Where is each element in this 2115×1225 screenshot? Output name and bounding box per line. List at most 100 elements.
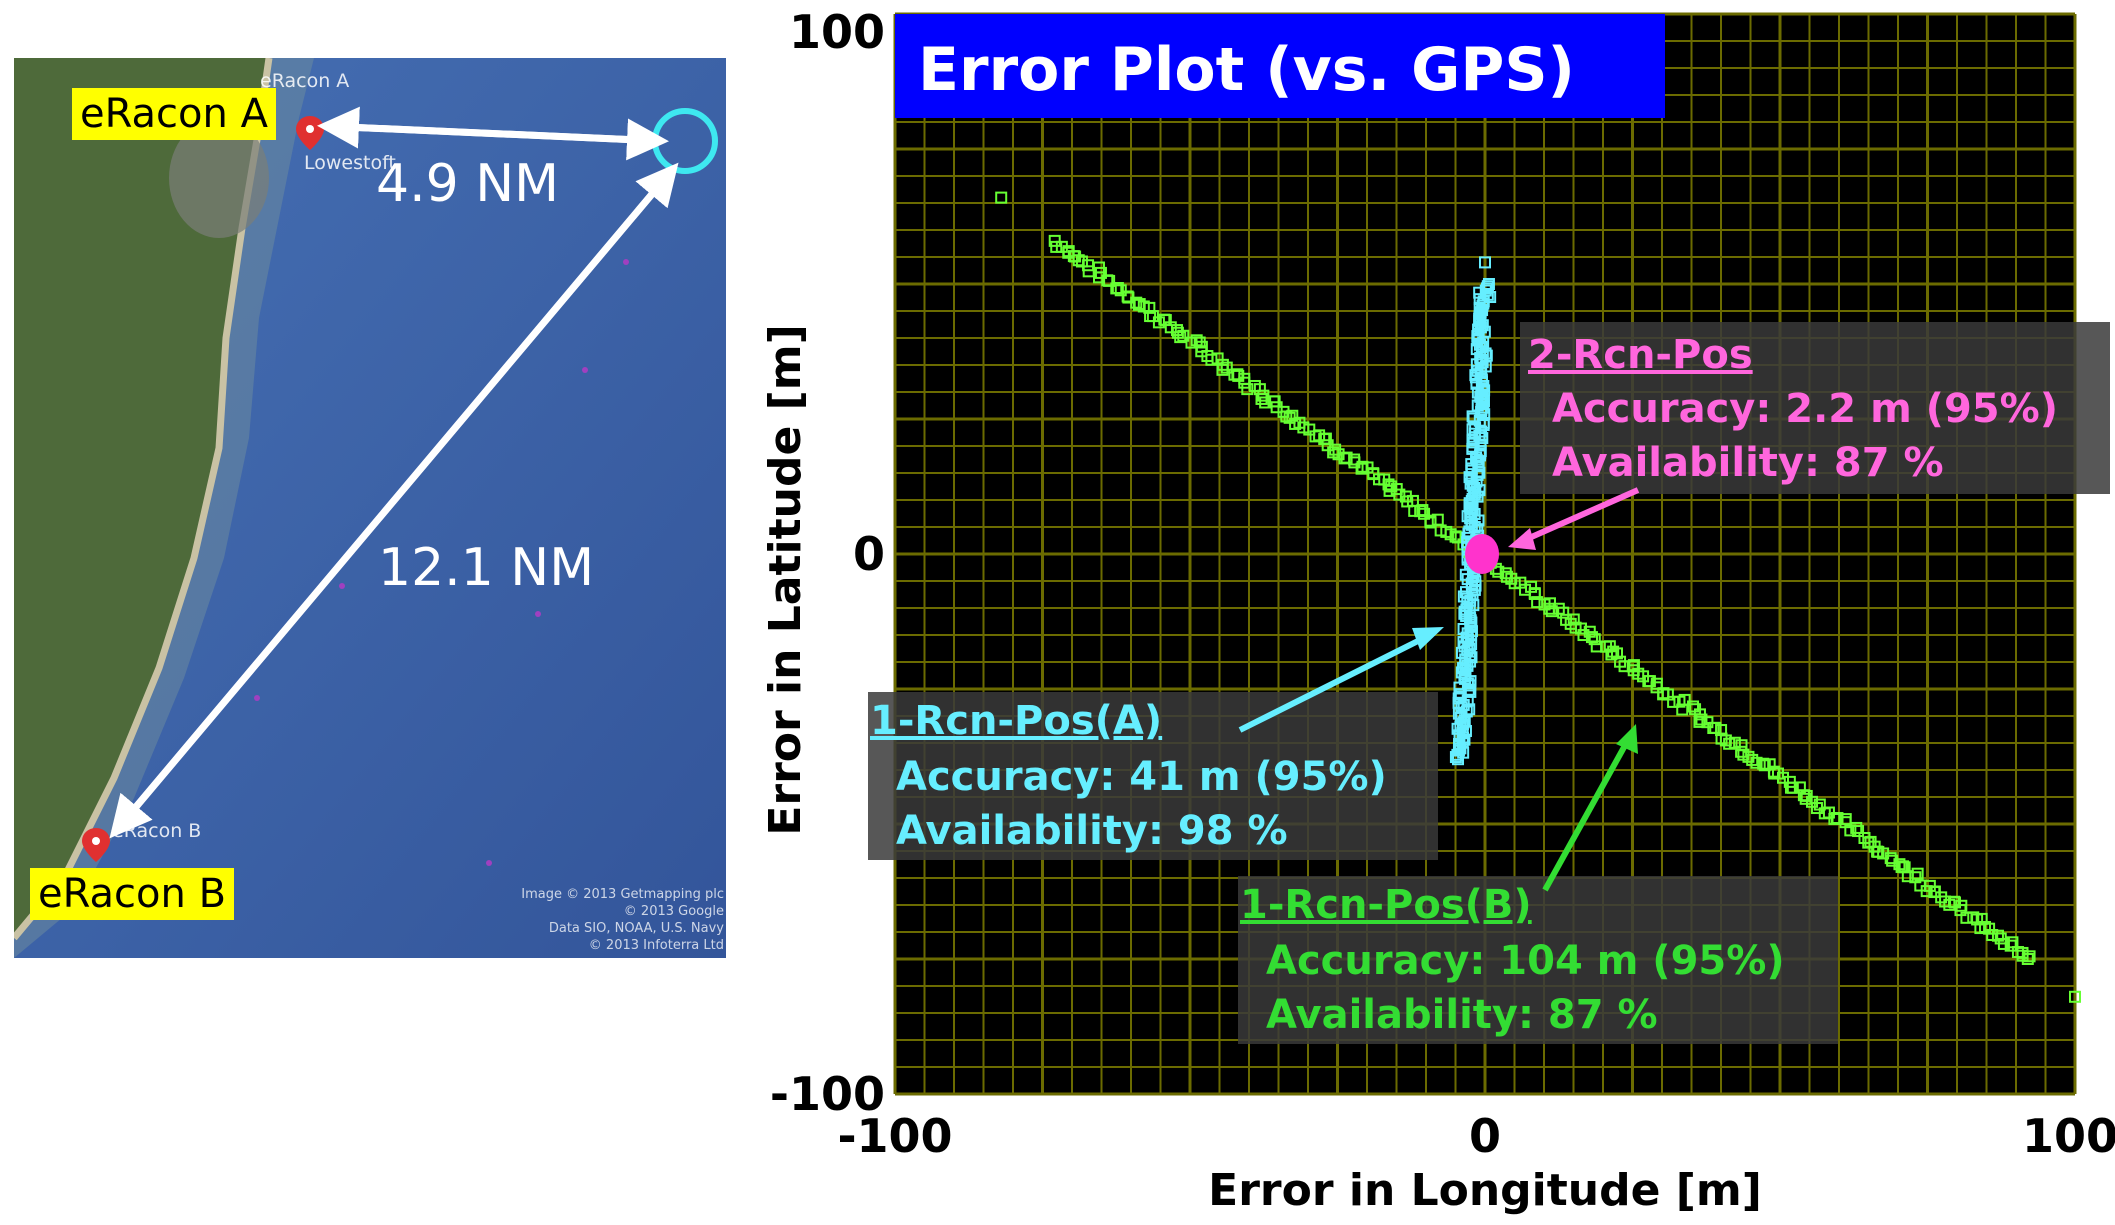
annotation-1rcnB-accuracy: Accuracy: 104 m (95%) [1266, 938, 1785, 984]
series-b-point [1146, 310, 1159, 323]
series-a-point [1449, 751, 1462, 764]
x-tick-label: -100 [837, 1109, 952, 1163]
marker-b-label: eRacon B [30, 868, 235, 920]
series-a-point [1479, 256, 1491, 269]
marker-a-town-caption: eRacon A [260, 70, 350, 92]
map-credit-line: © 2013 Google [623, 904, 724, 919]
annotation-2rcn-availability: Availability: 87 % [1552, 440, 1944, 486]
annotation-1rcnB-arrow [1542, 738, 1631, 892]
series-b-point [2023, 950, 2036, 963]
distance-label-a: 4.9 NM [376, 154, 559, 214]
series-b-point [1850, 821, 1863, 834]
map-credits: Image © 2013 Getmapping plc © 2013 Googl… [494, 886, 724, 954]
series-b-point [1114, 284, 1127, 297]
series-b-point [1103, 274, 1116, 287]
annotation-1rcnA-availability: Availability: 98 % [896, 808, 1288, 854]
series-b-point [1528, 587, 1541, 600]
annotation-1rcnA-accuracy: Accuracy: 41 m (95%) [896, 754, 1387, 800]
buoy-dot [254, 695, 260, 701]
series-b-point [1920, 885, 1933, 898]
series-b-point [1525, 580, 1538, 593]
buoy-dot [486, 860, 492, 866]
town-label: Lowestoft [304, 152, 396, 174]
annotation-2rcn-box [1520, 322, 2110, 494]
series-b-point [1967, 911, 1980, 924]
annotation-2rcn-title: 2-Rcn-Pos [1528, 332, 1753, 378]
x-tick-label: 0 [1469, 1109, 1501, 1163]
series-b-point [1424, 516, 1437, 529]
series-b-point [1094, 266, 1107, 279]
series-b-point [1414, 505, 1427, 518]
buoy-dot [582, 367, 588, 373]
marker-a-label: eRacon A [72, 88, 276, 140]
map-panel: eRacon A Lowestoft eRacon B eRacon A eRa… [14, 58, 726, 958]
series-b-point [1130, 296, 1143, 309]
series-b-point [1607, 645, 1620, 658]
annotation-2rcn-arrow [1518, 487, 1640, 545]
y-tick-label: 0 [853, 527, 885, 581]
series-b-point [1574, 622, 1587, 635]
y-tick-label: 100 [789, 5, 885, 59]
series-b-point [1707, 722, 1720, 735]
series-b-point [1588, 633, 1601, 646]
series-b-point [1557, 606, 1570, 619]
buoy-dot [623, 259, 629, 265]
map-credit-line: Data SIO, NOAA, U.S. Navy [548, 921, 724, 936]
series-b-point [1232, 369, 1245, 382]
series-b-point [1255, 392, 1268, 405]
series-b-point [1286, 409, 1299, 422]
marker-b-town-caption: eRacon B [112, 820, 202, 842]
series-b-point [995, 191, 1008, 204]
series-b-point [1750, 756, 1763, 769]
annotation-1rcnA-title: 1-Rcn-Pos(A) [870, 698, 1162, 744]
series-b-point [1786, 781, 1799, 794]
series-b-point [1075, 255, 1088, 268]
annotation-1rcnA-arrow [1238, 633, 1430, 733]
annotation-1rcnB-availability: Availability: 87 % [1266, 992, 1658, 1038]
distance-label-b: 12.1 NM [378, 538, 595, 598]
series-b-point [1531, 596, 1544, 609]
series-b-point [1898, 861, 1911, 874]
series-b-point [1687, 700, 1700, 713]
series-b-point [1983, 922, 1996, 935]
series-b-point [1719, 734, 1732, 747]
data-points [995, 191, 2081, 1003]
series-b-point [1567, 613, 1580, 626]
series-b-point [1241, 383, 1254, 396]
series-b-point [1177, 329, 1190, 342]
series-b-point [1220, 361, 1233, 374]
annotation-1rcnB-title: 1-Rcn-Pos(B) [1240, 882, 1532, 928]
map-credit-line: © 2013 Infoterra Ltd [588, 938, 724, 953]
satellite-map-image [14, 58, 726, 958]
buoy-dot [535, 611, 541, 617]
x-axis-title: Error in Longitude [m] [1208, 1165, 1762, 1216]
series-b-point [1416, 504, 1429, 517]
buoy-dot [339, 583, 345, 589]
series-b-point [1997, 937, 2010, 950]
series-2rcn-cluster [1465, 534, 1500, 574]
y-axis-title: Error in Latitude [m] [760, 324, 811, 835]
map-credit-line: Image © 2013 Getmapping plc [521, 887, 724, 902]
chart-title: Error Plot (vs. GPS) [918, 35, 1575, 105]
series-b-point [1693, 715, 1706, 728]
x-tick-label: 100 [2022, 1109, 2115, 1163]
series-b-point [1757, 757, 1770, 770]
marker-a-icon [296, 116, 324, 150]
series-b-point [1799, 792, 1812, 805]
y-tick-label: -100 [770, 1067, 885, 1121]
annotation-2rcn-accuracy: Accuracy: 2.2 m (95%) [1552, 386, 2058, 432]
series-b-point [1545, 605, 1558, 618]
series-b-point [2069, 990, 2081, 1003]
chart-title-banner [895, 14, 1665, 118]
marker-b-icon [82, 828, 110, 862]
series-b-point [1418, 507, 1431, 520]
series-b-point [1393, 488, 1406, 501]
series-b-point [1611, 647, 1624, 660]
series-b-point [1667, 695, 1680, 708]
annotation-1rcnA-box [868, 692, 1438, 860]
series-b-point [1884, 852, 1897, 865]
series-b-point [2021, 953, 2034, 965]
series-b-point [1577, 629, 1590, 642]
series-b-point [1319, 432, 1332, 445]
